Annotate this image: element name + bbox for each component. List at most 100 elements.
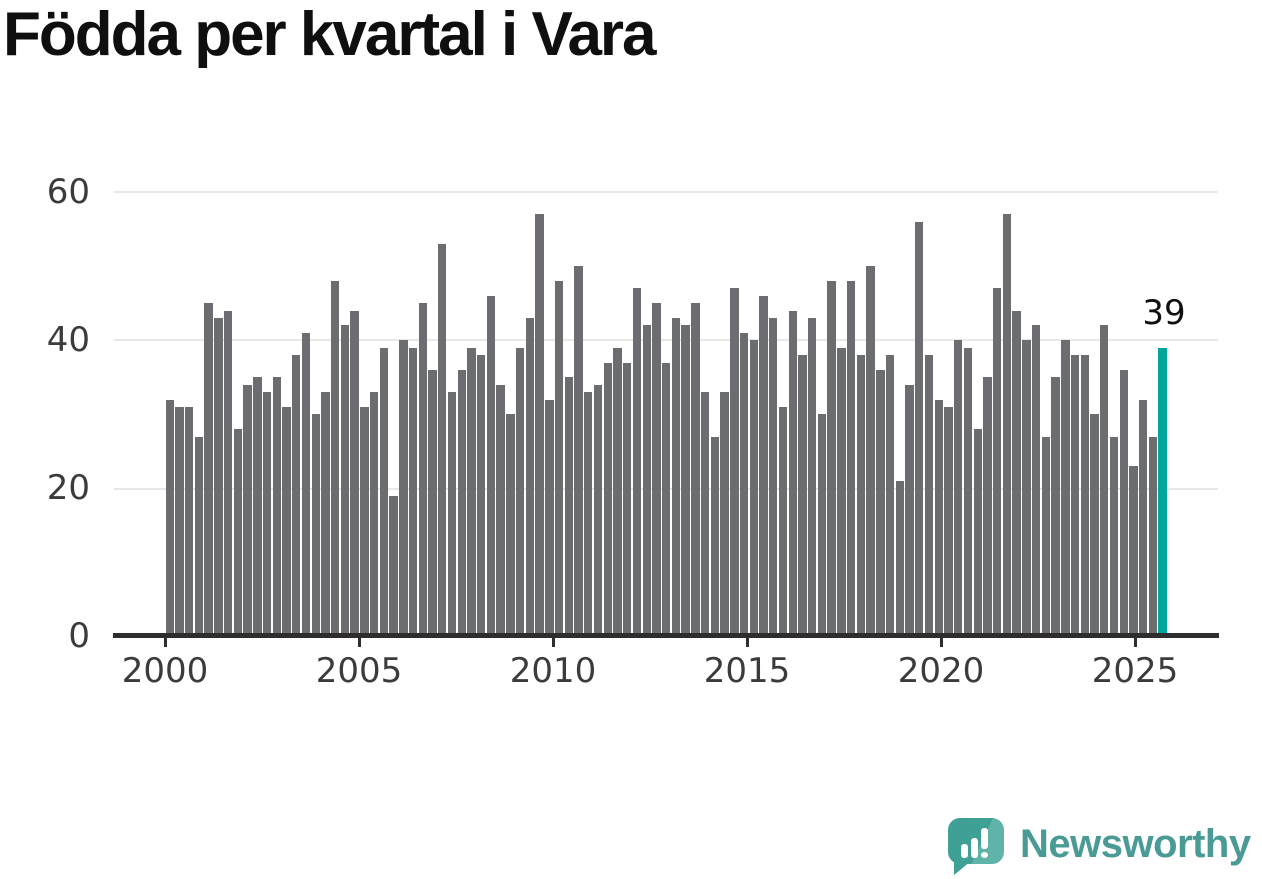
bar: [1061, 340, 1070, 637]
bar: [681, 325, 690, 637]
x-axis-tick-2015: [746, 638, 749, 647]
x-axis-tick-2005: [358, 638, 361, 647]
bar: [661, 362, 671, 637]
logo-bubble-icon: [948, 818, 1004, 864]
bar: [1119, 369, 1128, 637]
gridline-60: [114, 191, 1218, 193]
bar: [262, 392, 272, 637]
bar: [223, 310, 233, 637]
bar: [905, 384, 914, 637]
y-axis-label-20: 20: [46, 468, 90, 508]
bar: [924, 355, 934, 637]
bar: [642, 325, 651, 637]
newsworthy-logo: Newsworthy: [946, 815, 1258, 877]
x-axis-tick-2020: [940, 638, 943, 647]
bar: [496, 384, 505, 637]
bar: [301, 332, 311, 637]
bar: [292, 355, 301, 637]
highlighted-bar: [1158, 347, 1167, 637]
bar: [1139, 399, 1148, 637]
bar: [934, 399, 943, 637]
bar: [1090, 414, 1099, 637]
x-axis-tick-2025: [1134, 638, 1137, 647]
bar: [720, 392, 729, 637]
x-axis-label-2025: 2025: [1091, 651, 1179, 691]
bar: [603, 362, 612, 637]
bar: [457, 369, 466, 637]
bar: [992, 288, 1002, 637]
y-axis-label-0: 0: [68, 616, 90, 656]
bar: [759, 295, 768, 637]
bar: [272, 377, 281, 637]
logo-wordmark: Newsworthy: [1020, 822, 1251, 866]
bar: [1022, 340, 1031, 637]
bar: [1129, 466, 1138, 637]
bar: [477, 355, 486, 637]
bar: [525, 318, 535, 637]
x-axis-label-2010: 2010: [509, 651, 597, 691]
logo-exclamation-icon: [981, 828, 988, 849]
bar: [798, 355, 807, 637]
bar: [447, 392, 457, 637]
bar: [554, 281, 564, 637]
x-axis-tick-2010: [552, 638, 555, 647]
bar: [1041, 436, 1051, 637]
logo-bubble-tail: [954, 861, 971, 875]
bar: [700, 392, 710, 637]
bar: [808, 318, 817, 637]
bar: [944, 406, 953, 637]
bar: [175, 406, 184, 637]
bar: [895, 480, 905, 637]
bar: [467, 347, 476, 637]
bar: [915, 221, 924, 637]
bar: [311, 414, 320, 637]
logo-chart-bar-icon: [961, 844, 968, 858]
bar: [817, 414, 827, 637]
bar: [545, 399, 554, 637]
bar: [428, 369, 437, 637]
bar: [233, 429, 243, 637]
bar: [769, 318, 778, 637]
x-axis-label-2005: 2005: [315, 651, 403, 691]
chart-title: Födda per kvartal i Vara: [3, 0, 657, 69]
bar: [535, 214, 544, 637]
bar: [788, 310, 797, 637]
y-axis-label-40: 40: [46, 320, 90, 360]
bar: [408, 347, 418, 637]
y-axis-label-60: 60: [46, 172, 90, 212]
bar: [165, 399, 174, 637]
bar: [243, 384, 252, 637]
bar: [253, 377, 262, 637]
bar: [399, 340, 408, 637]
bar: [623, 362, 632, 637]
bar: [389, 495, 398, 637]
x-axis-label-2015: 2015: [703, 651, 791, 691]
bar: [486, 295, 496, 637]
bar: [885, 355, 895, 637]
bar: [866, 266, 875, 637]
x-axis-label-2000: 2000: [121, 651, 209, 691]
bar: [194, 436, 204, 637]
bar: [613, 347, 622, 637]
bar: [963, 347, 973, 637]
bar: [282, 406, 291, 637]
x-axis-label-2020: 2020: [897, 651, 985, 691]
bar: [515, 347, 525, 637]
bar: [973, 429, 982, 637]
bar: [330, 281, 340, 637]
logo-exclamation-dot-icon: [981, 852, 988, 858]
bar: [632, 288, 642, 637]
bar: [983, 377, 992, 637]
bar: [204, 303, 213, 637]
bar: [1080, 355, 1089, 637]
bar: [837, 347, 846, 637]
bar: [778, 406, 788, 637]
highlight-value-label: 39: [1142, 293, 1186, 333]
bar: [584, 392, 593, 637]
x-axis-tick-2000: [164, 638, 167, 647]
logo-chart-bar-icon: [971, 838, 978, 858]
bar: [827, 281, 836, 637]
bar: [340, 325, 350, 637]
bar: [671, 318, 681, 637]
